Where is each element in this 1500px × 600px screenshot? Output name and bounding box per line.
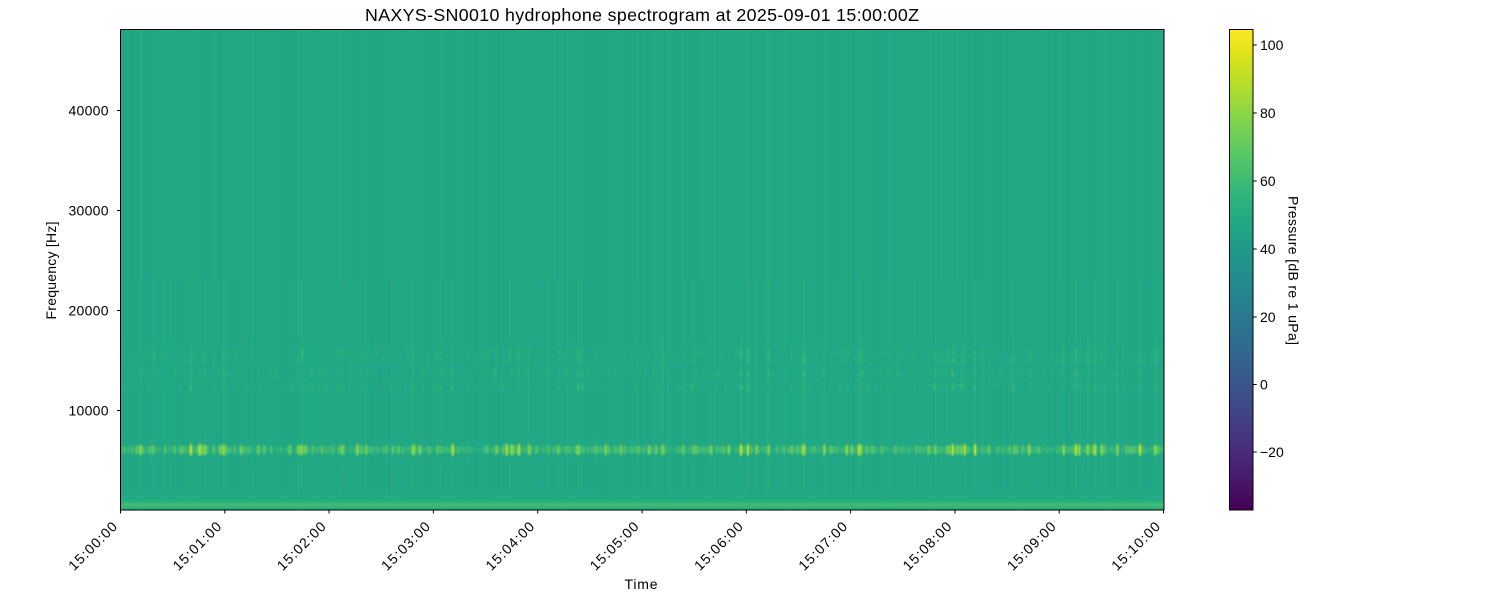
svg-text:Time: Time [625,576,658,592]
svg-text:0: 0 [1260,376,1268,392]
svg-text:NAXYS-SN0010 hydrophone spectr: NAXYS-SN0010 hydrophone spectrogram at 2… [365,5,919,25]
svg-text:60: 60 [1260,173,1276,189]
svg-text:30000: 30000 [69,203,109,219]
svg-text:100: 100 [1260,37,1284,53]
svg-text:40: 40 [1260,241,1276,257]
svg-text:10000: 10000 [69,403,109,419]
svg-text:40000: 40000 [69,103,109,119]
svg-text:Pressure [dB re 1 uPa]: Pressure [dB re 1 uPa] [1286,196,1302,345]
svg-text:20: 20 [1260,309,1276,325]
svg-text:−20: −20 [1260,444,1284,460]
svg-text:80: 80 [1260,105,1276,121]
svg-text:20000: 20000 [69,303,109,319]
svg-text:Frequency [Hz]: Frequency [Hz] [43,222,59,320]
